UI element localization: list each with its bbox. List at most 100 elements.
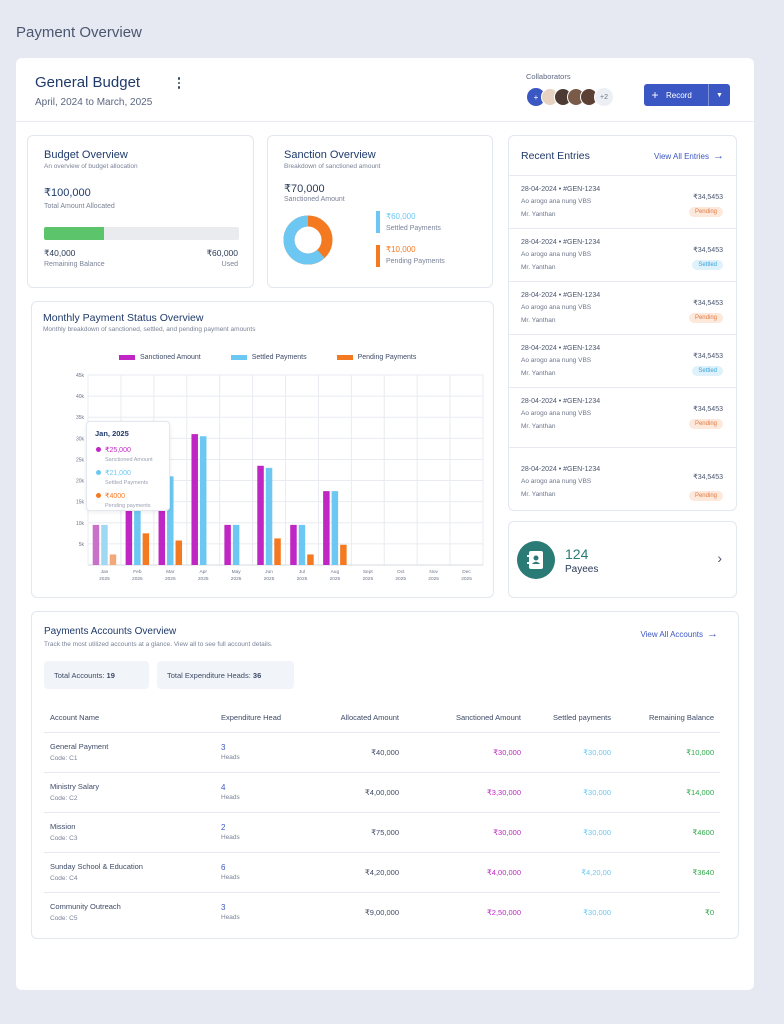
allocated-cell: ₹4,00,000: [309, 771, 399, 812]
bar-settled-payments: [101, 524, 108, 565]
x-tick-label: Apr: [199, 569, 207, 575]
chart-subtitle: Monthly breakdown of sanctioned, settled…: [43, 326, 256, 333]
col-sanctioned: Sanctioned Amount: [455, 713, 521, 723]
table-row[interactable]: Ministry Salary Code: C2 4 Heads ₹4,00,000 ₹3…: [44, 771, 720, 812]
heads-label: Heads: [221, 874, 240, 881]
entry-amount: ₹34,5453: [693, 406, 723, 413]
sanctioned-cell: ₹3,30,000: [399, 771, 521, 812]
sanction-overview-title: Sanction Overview: [284, 149, 376, 161]
settled-cell: ₹30,000: [521, 771, 611, 812]
col-account-name: Account Name: [50, 713, 100, 723]
entries-divider: [509, 175, 736, 176]
table-row[interactable]: Community Outreach Code: C5 3 Heads ₹9,00,00…: [44, 891, 720, 932]
settled-cell: ₹30,000: [521, 891, 611, 932]
account-name: General Payment: [50, 742, 109, 751]
bar-pending-payments: [274, 538, 281, 565]
budget-overview-subtitle: An overview of budget allocation: [44, 163, 138, 170]
tooltip-value: ₹25,000: [105, 447, 131, 454]
entry-meta: 28-04-2024 • #GEN-1234: [521, 398, 601, 405]
list-item[interactable]: 28-04-2024 • #GEN-1234 Ao arogo ana nung …: [509, 282, 736, 335]
list-item[interactable]: 28-04-2024 • #GEN-1234 Ao arogo ana nung …: [509, 388, 736, 448]
table-row[interactable]: Mission Code: C3 2 Heads ₹75,000 ₹30,000 ₹30,0…: [44, 811, 720, 852]
pending-label: Pending Payments: [386, 258, 445, 265]
legend-item[interactable]: Sanctioned Amount: [119, 354, 201, 366]
bar-pending-payments: [109, 554, 117, 565]
remaining-cell: ₹3640: [611, 851, 720, 892]
view-all-accounts-link[interactable]: View All Accounts →: [640, 628, 718, 640]
x-tick-label: Oct: [397, 569, 405, 575]
table-row[interactable]: General Payment Code: C1 3 Heads ₹40,000 ₹30,…: [44, 731, 720, 772]
accounts-table-header: Account Name Expenditure Head Allocated …: [44, 704, 720, 732]
bar-pending-payments: [340, 544, 347, 565]
account-name-cell: Community Outreach Code: C5: [44, 891, 221, 932]
x-tick-label: Dec: [462, 569, 471, 575]
tooltip-label: Sanctioned Amount: [105, 457, 153, 463]
legend-item[interactable]: Settled Payments: [230, 354, 307, 366]
remaining-cell: ₹10,000: [611, 731, 720, 772]
heads-count: 3: [221, 903, 226, 913]
list-item[interactable]: 28-04-2024 • #GEN-1234 Ao arogo ana nung …: [509, 448, 736, 510]
entry-meta: 28-04-2024 • #GEN-1234: [521, 239, 601, 246]
allocated-cell: ₹4,20,000: [309, 851, 399, 892]
recent-entries-title: Recent Entries: [521, 150, 590, 162]
total-heads-value: 36: [252, 670, 262, 680]
account-name-cell: Ministry Salary Code: C2: [44, 771, 221, 812]
bar-settled-payments: [298, 524, 306, 565]
legend-swatch: [119, 354, 135, 360]
entry-description: Ao arogo ana nung VBS: [521, 304, 592, 311]
status-badge: Settled: [692, 260, 723, 270]
status-badge: Pending: [688, 491, 723, 501]
status-badge: Pending: [688, 419, 723, 429]
donut-settled-slice: [283, 215, 333, 265]
x-tick-label: Feb: [133, 569, 142, 575]
main-card: General Budget April, 2024 to March, 202…: [16, 58, 754, 990]
payees-card[interactable]: 124 Payees ›: [508, 521, 737, 598]
heads-label: Heads: [221, 834, 240, 841]
x-tick-label: Jul: [299, 569, 305, 575]
sanctioned-amount-label: Sanctioned Amount: [284, 196, 345, 203]
entry-person: Mr. Yanthan: [521, 423, 556, 430]
col-remaining: Remaining Balance: [648, 713, 714, 723]
sanction-overview-card: Sanction Overview Breakdown of sanctione…: [267, 135, 493, 288]
record-label: Record: [666, 90, 692, 100]
collaborators-group[interactable]: + +2: [526, 86, 626, 108]
list-item[interactable]: 28-04-2024 • #GEN-1234 Ao arogo ana nung …: [509, 176, 736, 229]
sanctioned-amount-value: ₹70,000: [284, 183, 325, 195]
page-title: Payment Overview: [16, 24, 142, 41]
sanctioned-cell: ₹30,000: [399, 811, 521, 852]
x-tick-year: 2025: [198, 576, 209, 582]
account-code: Code: C2: [50, 795, 78, 802]
accounts-title: Payments Accounts Overview: [44, 626, 177, 637]
collaborators-label: Collaborators: [526, 72, 571, 81]
remaining-label: Remaining Balance: [44, 261, 105, 268]
tooltip-dot: [96, 470, 101, 475]
record-button[interactable]: + Record ▼: [644, 84, 730, 106]
settled-cell: ₹30,000: [521, 811, 611, 852]
remaining-value: ₹40,000: [44, 248, 76, 258]
chevron-down-icon[interactable]: ▼: [708, 84, 730, 106]
entry-amount: ₹34,5453: [693, 194, 723, 201]
chevron-right-icon[interactable]: ›: [717, 550, 722, 566]
list-item[interactable]: 28-04-2024 • #GEN-1234 Ao arogo ana nung …: [509, 229, 736, 282]
view-all-entries-link[interactable]: View All Entries →: [654, 150, 724, 162]
budget-progress-bar: [44, 227, 239, 240]
y-tick-label: 35k: [76, 415, 85, 421]
kebab-menu-icon[interactable]: [173, 74, 185, 92]
y-tick-label: 15k: [76, 500, 85, 506]
sanctioned-cell: ₹4,00,000: [399, 851, 521, 892]
settled-legend-swatch: [376, 211, 380, 233]
bar-settled-payments: [167, 476, 174, 565]
accounts-overview-card: Payments Accounts Overview Track the mos…: [31, 611, 739, 939]
bar-sanctioned-amount: [125, 459, 133, 565]
legend-item[interactable]: Pending Payments: [336, 354, 416, 366]
settled-label: Settled Payments: [386, 225, 441, 232]
entry-description: Ao arogo ana nung VBS: [521, 198, 592, 205]
x-tick-year: 2025: [461, 576, 472, 582]
y-tick-label: 10k: [76, 521, 85, 527]
sanctioned-cell: ₹2,50,000: [399, 891, 521, 932]
list-item[interactable]: 28-04-2024 • #GEN-1234 Ao arogo ana nung …: [509, 335, 736, 388]
total-accounts-box: Total Accounts: 19: [44, 661, 149, 689]
table-row[interactable]: Sunday School & Education Code: C4 6 Heads ₹…: [44, 851, 720, 892]
bar-settled-payments: [331, 491, 339, 565]
heads-cell: 6 Heads: [221, 851, 309, 892]
